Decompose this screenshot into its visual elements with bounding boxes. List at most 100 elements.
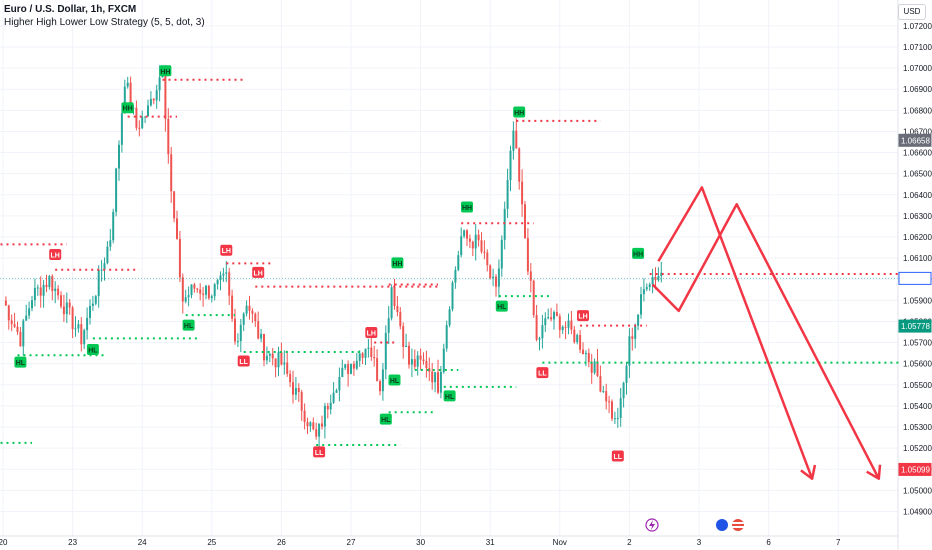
candle-body <box>202 293 205 295</box>
candle-body <box>425 361 428 369</box>
y-tick-label: 1.06400 <box>903 191 932 200</box>
candle-body <box>48 275 51 288</box>
x-tick-label: 23 <box>68 538 77 547</box>
candle-body <box>599 376 602 392</box>
candle-body <box>254 313 257 322</box>
candle-body <box>193 284 196 289</box>
candle-body <box>68 302 71 308</box>
candle-body <box>474 234 477 249</box>
candle-body <box>422 359 425 362</box>
candle-body <box>57 288 60 296</box>
candle-body <box>364 348 367 358</box>
candle-body <box>489 265 492 278</box>
candle-body <box>222 273 225 276</box>
marker-label: HL <box>88 347 98 354</box>
candle-body <box>306 421 309 427</box>
candle-body <box>161 75 164 78</box>
candle-body <box>144 116 147 118</box>
marker-box <box>388 374 401 386</box>
candle-body <box>274 358 277 368</box>
marker-box <box>237 355 250 367</box>
candle-body <box>454 269 457 283</box>
candle-body <box>347 364 350 374</box>
candle-body <box>80 324 83 345</box>
candle-body <box>512 130 515 151</box>
candle-body <box>205 285 207 295</box>
swing-marker-lh: LH <box>365 327 378 339</box>
price-tag: 1.06658 <box>898 133 932 147</box>
y-tick-label: 1.06100 <box>903 254 932 263</box>
candle-body <box>326 405 329 410</box>
swing-marker-ll: LL <box>313 446 326 458</box>
swing-marker-hl: HL <box>14 356 27 368</box>
candle-body <box>109 240 112 247</box>
indicator-label[interactable]: Higher High Lower Low Strategy (5, 5, do… <box>4 17 205 28</box>
candle-body <box>550 317 553 320</box>
candle-body <box>497 268 500 287</box>
lightning-glyph <box>649 520 655 530</box>
candle-body <box>89 305 91 318</box>
candle-body <box>448 309 451 326</box>
x-tick-label: 25 <box>207 538 216 547</box>
candle-body <box>541 325 544 339</box>
swing-marker-ll: LL <box>237 355 250 367</box>
candle-body <box>651 276 654 285</box>
swing-marker-hh: HH <box>159 65 172 77</box>
marker-box <box>365 327 378 339</box>
candle-body <box>503 208 506 240</box>
marker-box <box>121 102 134 114</box>
candle-body <box>634 325 637 339</box>
candle-body <box>376 358 379 382</box>
candle-body <box>118 144 120 169</box>
y-tick-label: 1.05700 <box>903 339 932 348</box>
candle-body <box>39 287 42 296</box>
candle-body <box>138 127 141 129</box>
candle-body <box>628 336 631 366</box>
x-tick-label: 24 <box>138 538 147 547</box>
candle-body <box>216 280 219 285</box>
candle-body <box>402 326 405 347</box>
candle-body <box>94 296 97 304</box>
candle-body <box>442 348 445 372</box>
arrow-head <box>866 464 882 480</box>
price-tag: 1.05099 <box>898 462 932 476</box>
candle-body <box>538 338 541 340</box>
candle-body <box>103 263 106 270</box>
candle-body <box>309 422 312 427</box>
candle-body <box>390 287 393 319</box>
x-tick-label: 27 <box>347 538 356 547</box>
marker-label: HL <box>381 417 391 424</box>
marker-box <box>86 343 99 355</box>
candle-body <box>65 302 68 315</box>
candle-body <box>312 422 315 430</box>
candle-body <box>518 148 521 182</box>
x-tick-label: 2 <box>627 538 632 547</box>
candle-body <box>100 269 103 271</box>
candle-body <box>341 367 344 378</box>
candle-body <box>483 251 486 253</box>
currency-button[interactable]: USD <box>898 4 926 20</box>
candle-body <box>416 355 419 367</box>
candle-body <box>535 315 538 340</box>
candle-body <box>36 287 39 289</box>
candle-body <box>62 306 65 315</box>
candle-body <box>10 320 13 325</box>
candle-body <box>640 294 642 315</box>
y-tick-label: 1.05200 <box>903 444 932 453</box>
us-flag-icon <box>732 519 744 531</box>
candle-body <box>263 333 265 361</box>
candle-body <box>384 332 387 370</box>
candle-body <box>367 347 370 349</box>
candle-body <box>439 371 442 393</box>
candle-body <box>495 276 497 287</box>
chart-title: Euro / U.S. Dollar, 1h, FXCM <box>4 4 137 15</box>
candle-body <box>248 305 251 311</box>
candle-body <box>19 331 22 347</box>
y-tick-label: 1.06200 <box>903 233 932 242</box>
candle-body <box>648 284 651 288</box>
candle-body <box>213 284 216 297</box>
candle-body <box>605 391 608 402</box>
candle-body <box>355 360 358 369</box>
candle-body <box>115 168 118 212</box>
